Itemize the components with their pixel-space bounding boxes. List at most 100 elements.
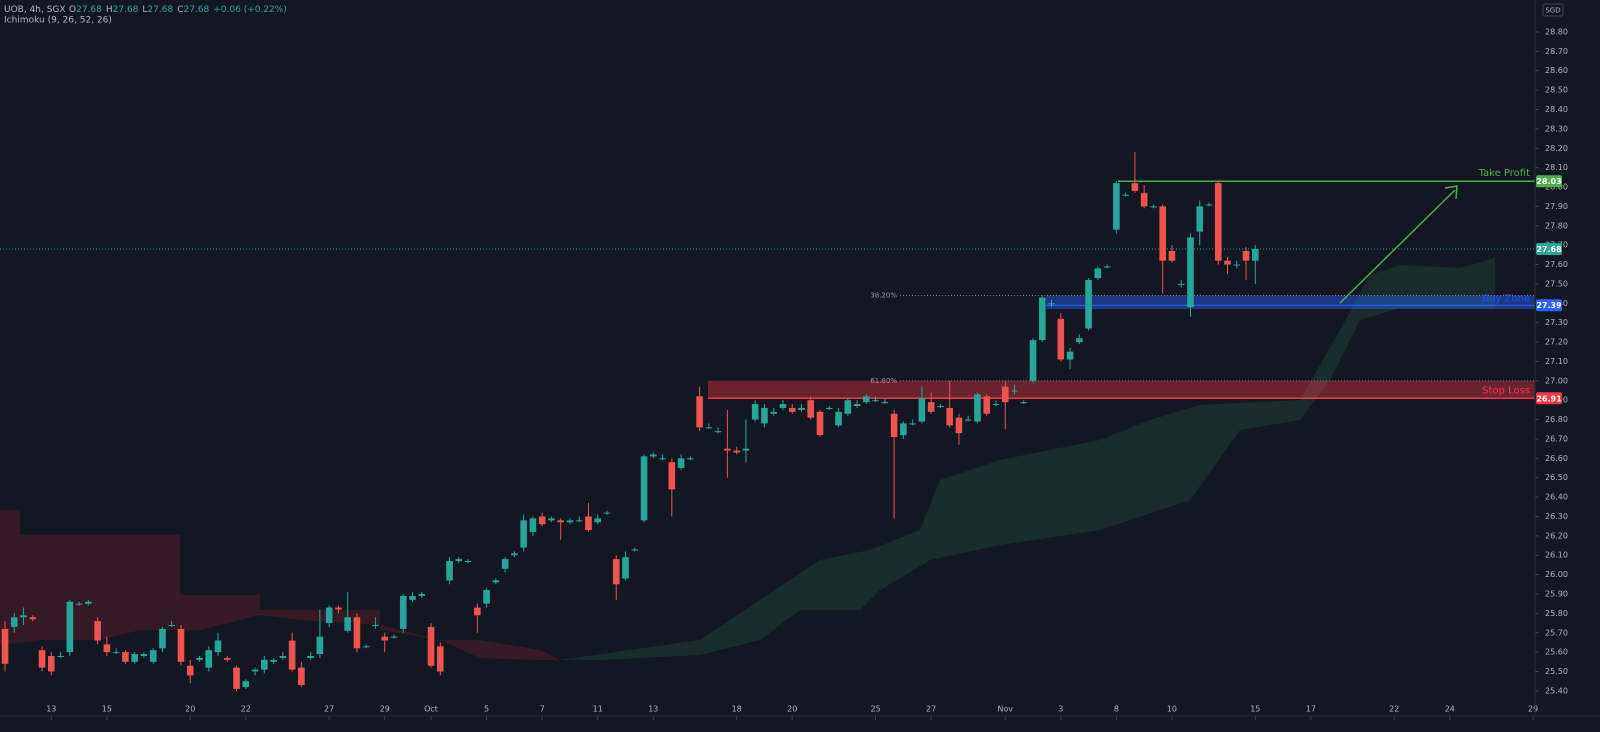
candle-body xyxy=(427,626,435,666)
x-tick-label: 15 xyxy=(102,705,112,714)
candle-body xyxy=(140,654,148,657)
candle-body xyxy=(612,559,620,585)
y-tick-label: 25.70 xyxy=(1545,628,1568,637)
x-tick-label: 11 xyxy=(593,705,603,714)
candle-body xyxy=(353,617,361,649)
candle-body xyxy=(1224,260,1231,265)
fib-label: 38.20% xyxy=(870,292,897,300)
candle-body xyxy=(900,423,907,436)
y-tick-label: 27.50 xyxy=(1545,279,1568,288)
symbol: UOB, 4h, SGX xyxy=(4,5,65,15)
candle-body xyxy=(927,402,935,412)
y-tick-label: 25.90 xyxy=(1545,589,1568,598)
arrow-head xyxy=(1444,185,1458,200)
candle-body xyxy=(409,595,416,600)
y-tick-label: 28.80 xyxy=(1545,27,1568,36)
candle-body xyxy=(742,448,750,451)
candle-body xyxy=(1242,250,1250,261)
y-tick-label: 26.30 xyxy=(1545,512,1568,521)
candle-body xyxy=(251,669,259,672)
y-tick-label: 28.70 xyxy=(1545,47,1568,56)
candle-body xyxy=(335,607,342,610)
candle-body xyxy=(983,396,991,414)
candle-body xyxy=(650,454,657,457)
x-tick-label: 22 xyxy=(241,705,251,714)
x-tick-label: 5 xyxy=(484,705,489,714)
candle-body xyxy=(436,646,444,672)
y-tick-label: 27.30 xyxy=(1545,318,1568,327)
price-tag xyxy=(1536,175,1562,188)
x-tick-label: 29 xyxy=(380,705,390,714)
x-tick-label: 17 xyxy=(1306,705,1316,714)
candle-body xyxy=(1196,206,1204,232)
candle-body xyxy=(890,413,898,438)
candle-body xyxy=(733,450,740,453)
candle-body xyxy=(1076,338,1083,343)
candle-body xyxy=(1029,340,1037,381)
candle-body xyxy=(316,636,324,655)
ohlc-value: 27.68 xyxy=(147,5,173,15)
candle-body xyxy=(825,407,833,409)
candle-body xyxy=(381,636,389,641)
candle-body xyxy=(668,462,676,490)
x-tick-label: 3 xyxy=(1058,705,1063,714)
stop-loss-zone xyxy=(708,380,1535,399)
candle-body xyxy=(464,561,472,563)
x-tick-label: 18 xyxy=(732,705,742,714)
candle-body xyxy=(159,628,166,649)
ohlc-key: O xyxy=(69,5,76,15)
candle-body xyxy=(1048,303,1055,305)
candle-body xyxy=(325,607,333,624)
x-tick-label: 8 xyxy=(1114,705,1119,714)
candle-body xyxy=(57,656,64,658)
y-tick-label: 28.40 xyxy=(1545,105,1568,114)
candle-body xyxy=(177,628,185,662)
x-tick-label: 15 xyxy=(1250,705,1260,714)
x-tick-label: Oct xyxy=(424,705,438,714)
candle-body xyxy=(1103,266,1111,268)
candle-body xyxy=(1150,206,1157,208)
candle-body xyxy=(705,427,713,429)
candle-body xyxy=(659,458,666,460)
price-tag-label: 26.91 xyxy=(1536,394,1562,403)
candle-body xyxy=(205,650,213,668)
indicator-label: Ichimoku (9, 26, 52, 26) xyxy=(4,16,112,26)
candle-body xyxy=(872,400,879,402)
candle-body xyxy=(863,396,870,403)
candle-body xyxy=(538,516,546,525)
candle-body xyxy=(288,640,296,670)
candle-body xyxy=(520,520,527,548)
candle-body xyxy=(66,601,74,653)
candle-body xyxy=(1214,183,1222,261)
candle-body xyxy=(29,617,37,620)
price-tag xyxy=(1536,243,1562,256)
x-tick-label: 22 xyxy=(1389,705,1399,714)
x-tick-label: 27 xyxy=(926,705,936,714)
trend-arrow xyxy=(1339,189,1456,304)
candle-body xyxy=(594,518,602,523)
ohlc-value: 27.68 xyxy=(76,5,102,15)
candle-body xyxy=(566,520,574,523)
candle-body xyxy=(279,656,287,658)
x-tick-label: 13 xyxy=(648,705,658,714)
candle-body xyxy=(1057,318,1065,360)
currency-box xyxy=(1542,3,1564,17)
candle-body xyxy=(1085,280,1092,329)
candle-body xyxy=(131,654,138,662)
candle-body xyxy=(631,549,639,551)
candle-body xyxy=(94,621,101,641)
y-tick-label: 26.50 xyxy=(1545,473,1568,482)
candle-body xyxy=(501,559,509,569)
candle-body xyxy=(399,595,407,629)
y-tick-label: 27.90 xyxy=(1545,202,1568,211)
candle-body xyxy=(816,411,824,436)
candle-body xyxy=(1177,283,1185,285)
candle-body xyxy=(798,407,805,410)
x-tick-label: 25 xyxy=(870,705,880,714)
candle-body xyxy=(474,607,481,616)
candle-body xyxy=(122,652,129,662)
x-tick-label: 24 xyxy=(1445,705,1455,714)
candle-body xyxy=(835,411,842,426)
price-tag-label: 28.03 xyxy=(1536,177,1561,186)
